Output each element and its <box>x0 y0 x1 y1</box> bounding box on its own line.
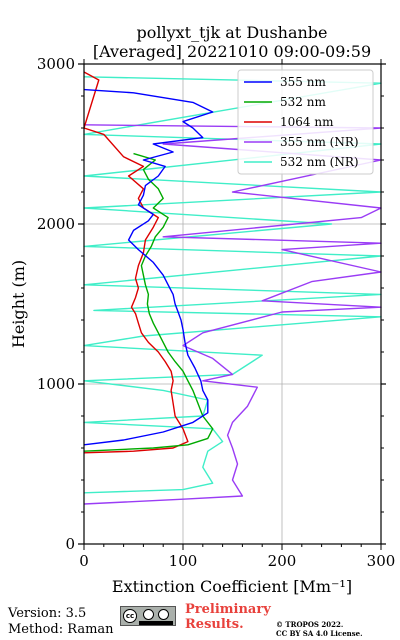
preliminary-line-1: Preliminary <box>185 602 271 617</box>
x-tick-label: 200 <box>268 552 297 570</box>
y-tick-label: 3000 <box>37 55 75 73</box>
x-tick-label: 300 <box>367 552 396 570</box>
cc-label-bar <box>139 621 173 625</box>
preliminary-results-note: Preliminary Results. <box>185 602 271 632</box>
copyright-line-2: CC BY SA 4.0 License. <box>276 629 363 638</box>
legend-box <box>237 69 374 175</box>
by-icon <box>143 609 154 620</box>
x-tick-label: 100 <box>169 552 198 570</box>
series-lines <box>83 71 382 505</box>
plot-frame <box>83 63 382 545</box>
legend: 355 nm 532 nm 1064 nm 355 nm (NR) 532 nm (NR… <box>237 69 374 175</box>
legend-label: 1064 nm <box>280 115 334 129</box>
preliminary-line-2: Results. <box>185 617 244 632</box>
legend-label: 532 nm (NR) <box>280 155 359 169</box>
series-line-532-nm <box>83 152 214 452</box>
legend-label: 532 nm <box>280 95 326 109</box>
y-tick-label: 1000 <box>37 375 75 393</box>
x-axis-label: Extinction Coefficient [Mm⁻¹] <box>112 577 352 596</box>
legend-label: 355 nm (NR) <box>280 135 359 149</box>
series-line-355-nm <box>83 88 214 446</box>
sa-icon <box>158 609 169 620</box>
method-text: Method: Raman <box>8 622 114 637</box>
copyright-note: © TROPOS 2022. CC BY SA 4.0 License. <box>276 620 363 638</box>
series-line-532-nm-nr <box>83 76 382 494</box>
chart-title: pollyxt_tjk at Dushanbe <box>136 23 327 42</box>
chart-subtitle: [Averaged] 20221010 09:00-09:59 <box>93 42 371 61</box>
version-text: Version: 3.5 <box>8 606 87 621</box>
series-line-1064-nm <box>83 71 189 454</box>
y-tick-label: 0 <box>65 535 75 553</box>
x-tick-label: 0 <box>79 552 89 570</box>
y-tick-label: 2000 <box>37 215 75 233</box>
copyright-line-1: © TROPOS 2022. <box>276 620 344 629</box>
legend-label: 355 nm <box>280 75 326 89</box>
y-axis-label: Height (m) <box>9 260 28 348</box>
cc-license-badge: cc <box>120 606 176 626</box>
cc-icon: cc <box>123 609 137 623</box>
series-line-355-nm-nr <box>83 124 382 505</box>
